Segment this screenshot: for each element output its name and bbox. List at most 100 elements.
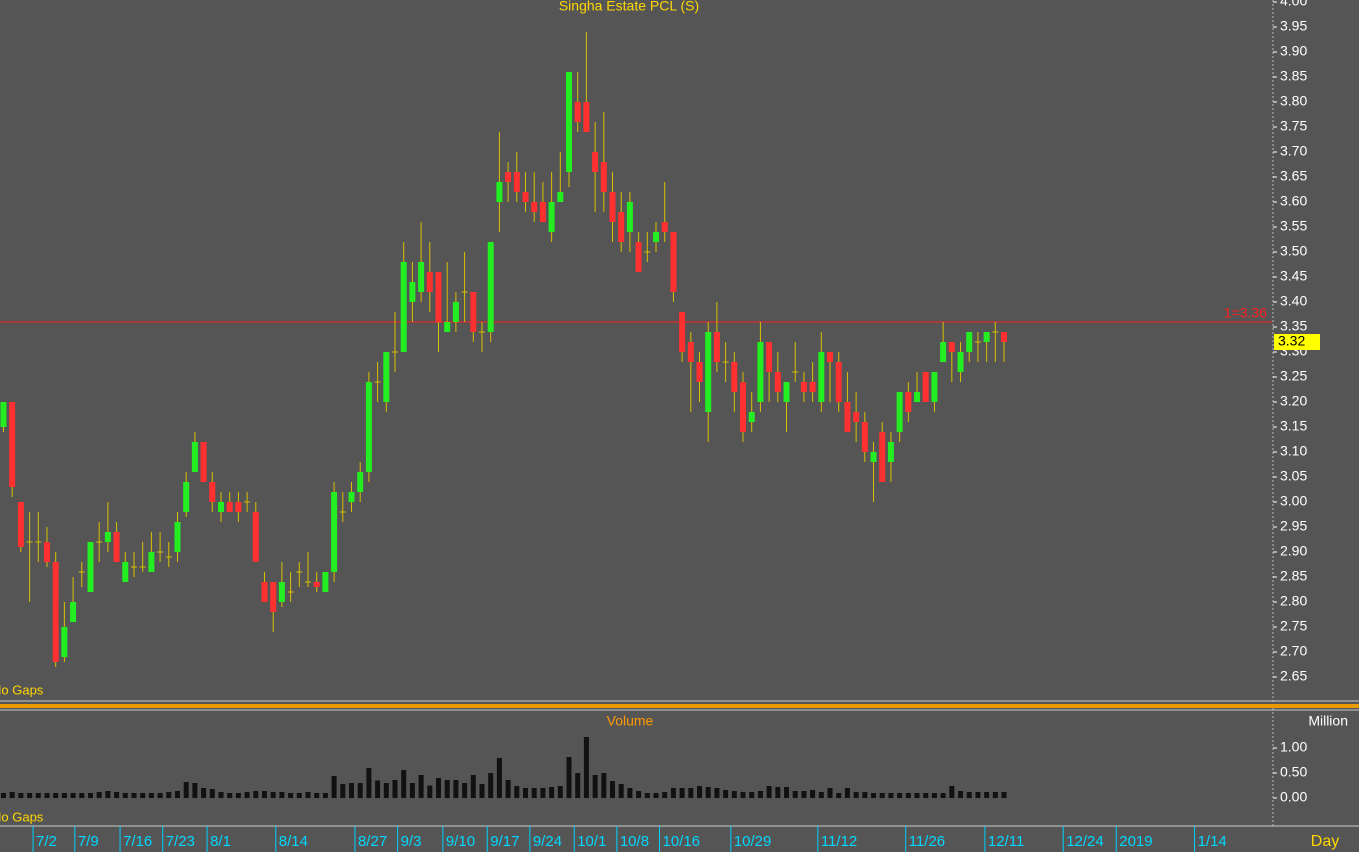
- volume-bar: [636, 791, 642, 798]
- y-tick-label: 3.10: [1280, 443, 1307, 459]
- candle-body: [870, 452, 877, 462]
- volume-bar: [192, 783, 198, 798]
- volume-bar: [348, 783, 354, 798]
- annotation: No Gaps: [0, 809, 44, 824]
- candle-body: [435, 272, 442, 322]
- volume-bar: [853, 792, 859, 798]
- candle-body: [957, 352, 964, 372]
- volume-bar: [540, 788, 546, 798]
- volume-bar: [592, 775, 598, 798]
- volume-bar: [914, 793, 920, 798]
- y-tick-label: 3.85: [1280, 68, 1307, 84]
- y-tick-label: 2.70: [1280, 643, 1307, 659]
- volume-bar: [662, 792, 668, 798]
- volume-bar: [966, 792, 972, 798]
- volume-bar: [201, 788, 207, 798]
- candle-body: [583, 102, 590, 132]
- candle-body: [43, 542, 50, 562]
- volume-bar: [975, 792, 981, 798]
- candle-body: [600, 162, 607, 192]
- candle-body: [757, 342, 764, 402]
- volume-bar: [61, 793, 67, 798]
- candle-body: [313, 582, 320, 587]
- candle-body: [444, 322, 451, 332]
- candle-body: [426, 272, 433, 292]
- volume-bar: [1001, 792, 1007, 798]
- volume-bar: [105, 791, 111, 798]
- y-tick-label: 3.00: [1280, 493, 1307, 509]
- candle-body: [505, 172, 512, 182]
- candle-body: [966, 332, 973, 352]
- volume-bar: [575, 773, 581, 798]
- y-tick-label: 3.70: [1280, 143, 1307, 159]
- candle-body: [653, 232, 660, 242]
- y-tick-label: 0.00: [1280, 789, 1307, 805]
- volume-bar: [305, 792, 311, 798]
- y-tick-label: 3.65: [1280, 168, 1307, 184]
- volume-bar: [931, 793, 937, 798]
- chart-title: Singha Estate PCL (S): [559, 0, 699, 14]
- candle-body: [887, 442, 894, 462]
- candle-body: [122, 562, 129, 582]
- candle-body: [191, 442, 198, 472]
- volume-bar: [723, 790, 729, 798]
- reference-label: 1=3.36: [1224, 305, 1267, 321]
- y-tick-label: 3.45: [1280, 268, 1307, 284]
- volume-bar: [627, 788, 633, 798]
- volume-bar: [905, 793, 911, 798]
- y-tick-label: 3.40: [1280, 293, 1307, 309]
- candle-body: [539, 202, 546, 222]
- candle-body: [853, 412, 860, 422]
- x-unit-label: Day: [1311, 833, 1339, 850]
- volume-bar: [757, 791, 763, 798]
- volume-bar: [87, 793, 93, 798]
- volume-bar: [810, 790, 816, 798]
- volume-bar: [122, 793, 128, 798]
- candle-body: [766, 342, 773, 372]
- x-tick-label: 11/26: [909, 833, 945, 850]
- y-tick-label: 3.25: [1280, 368, 1307, 384]
- volume-bar: [984, 792, 990, 798]
- candle-body: [87, 542, 94, 592]
- y-tick-label: 3.95: [1280, 18, 1307, 34]
- y-tick-label: 2.65: [1280, 668, 1307, 684]
- volume-bar: [218, 792, 224, 798]
- y-tick-label: 2.80: [1280, 593, 1307, 609]
- volume-bar: [157, 793, 163, 798]
- y-tick-label: 3.05: [1280, 468, 1307, 484]
- volume-bar: [148, 793, 154, 798]
- candle-body: [557, 192, 564, 202]
- volume-bar: [166, 792, 172, 798]
- x-tick-label: 8/27: [358, 833, 387, 850]
- candle-body: [548, 202, 555, 232]
- x-tick-label: 10/16: [662, 833, 700, 850]
- last-price-box: [1274, 334, 1320, 350]
- candle-body: [270, 582, 277, 612]
- volume-bar: [392, 780, 398, 798]
- volume-bar: [827, 788, 833, 798]
- volume-bar: [871, 793, 877, 798]
- x-tick-label: 10/8: [620, 833, 649, 850]
- volume-bar: [436, 778, 442, 798]
- volume-bar: [331, 776, 337, 798]
- volume-bar: [949, 786, 955, 798]
- volume-bar: [844, 788, 850, 798]
- x-tick-label: 12/24: [1066, 833, 1104, 850]
- volume-bar: [653, 793, 659, 798]
- volume-title: Volume: [607, 713, 654, 729]
- volume-bar: [940, 793, 946, 798]
- y-tick-label: 3.80: [1280, 93, 1307, 109]
- volume-bar: [357, 783, 363, 798]
- volume-bar: [401, 770, 407, 798]
- volume-bar: [740, 792, 746, 798]
- volume-bar: [140, 793, 146, 798]
- y-tick-label: 3.15: [1280, 418, 1307, 434]
- candle-body: [896, 392, 903, 432]
- y-tick-label: 3.60: [1280, 193, 1307, 209]
- candle-body: [104, 532, 111, 542]
- y-tick-label: 2.85: [1280, 568, 1307, 584]
- volume-bar: [322, 793, 328, 798]
- y-tick-label: 2.75: [1280, 618, 1307, 634]
